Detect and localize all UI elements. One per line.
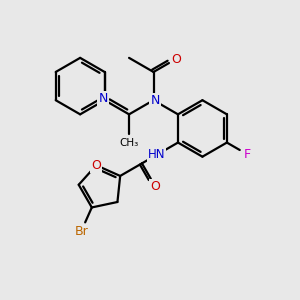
- Text: Br: Br: [74, 225, 88, 238]
- Text: CH₃: CH₃: [119, 138, 139, 148]
- Text: O: O: [171, 52, 181, 66]
- Text: F: F: [243, 148, 250, 161]
- Text: O: O: [150, 179, 160, 193]
- Text: N: N: [98, 92, 108, 105]
- Text: N: N: [150, 94, 160, 107]
- Text: O: O: [91, 159, 101, 172]
- Text: HN: HN: [148, 148, 165, 161]
